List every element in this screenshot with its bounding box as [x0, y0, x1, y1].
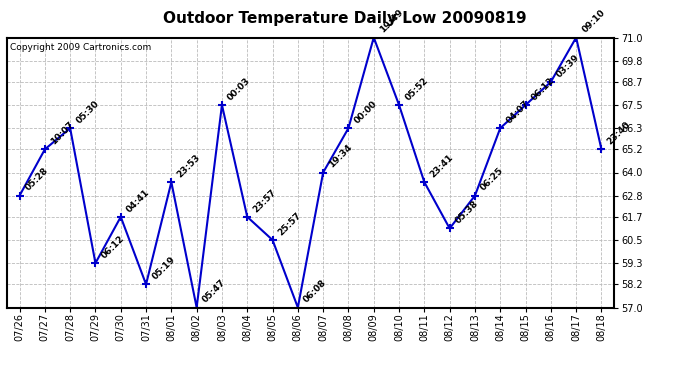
Text: Outdoor Temperature Daily Low 20090819: Outdoor Temperature Daily Low 20090819: [164, 11, 526, 26]
Text: 03:39: 03:39: [555, 53, 582, 79]
Text: 04:41: 04:41: [125, 188, 152, 214]
Text: 09:10: 09:10: [580, 8, 607, 35]
Text: 23:53: 23:53: [175, 153, 202, 179]
Text: 23:40: 23:40: [606, 120, 632, 147]
Text: 23:41: 23:41: [428, 153, 455, 179]
Text: 05:19: 05:19: [150, 255, 177, 282]
Text: 00:00: 00:00: [353, 99, 379, 125]
Text: 19:49: 19:49: [378, 8, 405, 35]
Text: 06:12: 06:12: [99, 234, 126, 260]
Text: 05:30: 05:30: [75, 99, 101, 125]
Text: 23:57: 23:57: [251, 188, 278, 214]
Text: 06:25: 06:25: [479, 166, 506, 193]
Text: 05:38: 05:38: [454, 199, 480, 226]
Text: 25:57: 25:57: [277, 210, 304, 237]
Text: 06:08: 06:08: [302, 278, 328, 305]
Text: 10:07: 10:07: [49, 120, 75, 147]
Text: Copyright 2009 Cartronics.com: Copyright 2009 Cartronics.com: [10, 43, 151, 52]
Text: 05:28: 05:28: [23, 166, 50, 193]
Text: 05:52: 05:52: [403, 76, 430, 102]
Text: 00:03: 00:03: [226, 76, 253, 102]
Text: 05:47: 05:47: [201, 278, 228, 305]
Text: 04:07: 04:07: [504, 99, 531, 125]
Text: 19:34: 19:34: [327, 143, 354, 170]
Text: 06:12: 06:12: [530, 76, 556, 102]
